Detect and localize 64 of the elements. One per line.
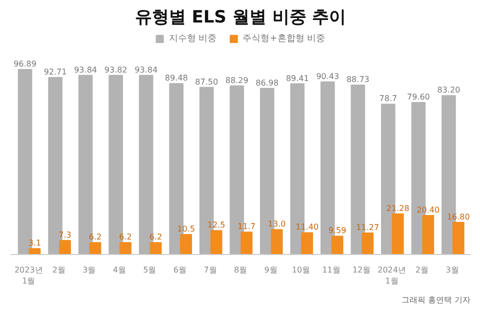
legend-label: 지수형 비중 <box>168 33 217 45</box>
legend-label: 주식형+혼합형 비중 <box>242 33 326 45</box>
bar <box>270 229 283 254</box>
chart-title: 유형별 ELS 월별 비중 추이 <box>134 8 346 28</box>
bar <box>240 232 252 254</box>
x-tick-label: 11월 <box>322 266 340 274</box>
data-label: 6.2 <box>88 232 102 242</box>
x-tick-label: 2월 <box>52 266 66 274</box>
data-label: 92.71 <box>44 67 67 76</box>
x-tick-label: 2월 <box>416 266 429 274</box>
data-label: 90.43 <box>316 72 340 81</box>
bar <box>59 240 71 254</box>
data-label: 21.28 <box>386 204 410 213</box>
data-label: 96.89 <box>14 60 36 68</box>
bar <box>331 236 344 254</box>
x-tick-label: 9월 <box>264 266 278 274</box>
data-label: 93.84 <box>74 65 98 74</box>
x-tick-label: 2024년 1월 <box>378 266 406 286</box>
x-tick-label: 2023년 1월 <box>14 266 43 286</box>
data-label: 11.40 <box>296 222 319 232</box>
bar <box>28 248 41 254</box>
bar <box>150 242 162 254</box>
bar <box>180 234 192 254</box>
x-tick-label: 3월 <box>82 266 96 274</box>
data-label: 20.40 <box>416 206 440 215</box>
bar <box>120 242 132 254</box>
text: 그래픽 홍연택 기자 <box>401 296 471 304</box>
x-tick-label: 12월 <box>352 266 371 274</box>
data-label: 87.50 <box>195 77 218 86</box>
bar <box>89 242 102 254</box>
bar <box>422 215 434 254</box>
data-label: 6.2 <box>149 232 162 242</box>
data-label: 89.41 <box>286 74 309 83</box>
data-label: 89.48 <box>164 74 188 83</box>
data-label: 16.80 <box>446 212 470 222</box>
bar <box>392 213 404 254</box>
data-label: 9.59 <box>328 226 346 236</box>
x-tick-label: 6월 <box>173 266 187 274</box>
x-tick-label: 4월 <box>112 266 126 274</box>
data-label: 10.5 <box>177 224 195 234</box>
bar <box>210 230 222 254</box>
bar <box>452 222 464 254</box>
data-label: 93.84 <box>134 65 158 74</box>
data-label: 88.73 <box>346 75 370 84</box>
bar <box>362 232 374 254</box>
data-label: 3.1 <box>28 238 42 248</box>
data-label: 11.27 <box>356 222 380 232</box>
data-label: 12.5 <box>207 220 226 230</box>
x-tick-label: 5월 <box>143 266 156 274</box>
x-tick-label: 10월 <box>292 266 310 274</box>
data-label: 78.7 <box>379 94 398 104</box>
x-tick-label: 7월 <box>204 266 217 274</box>
data-label: 86.98 <box>256 78 279 88</box>
data-label: 7.3 <box>58 230 72 240</box>
data-label: 11.7 <box>238 222 256 232</box>
x-tick-label: 3월 <box>446 266 459 274</box>
data-label: 93.82 <box>104 65 128 74</box>
data-label: 83.20 <box>437 86 460 95</box>
data-label: 6.2 <box>119 232 132 242</box>
x-tick-label: 8월 <box>234 266 248 274</box>
data-label: 79.60 <box>406 92 430 102</box>
data-label: 13.0 <box>268 220 286 229</box>
data-label: 88.29 <box>225 76 248 85</box>
bar <box>301 232 314 254</box>
